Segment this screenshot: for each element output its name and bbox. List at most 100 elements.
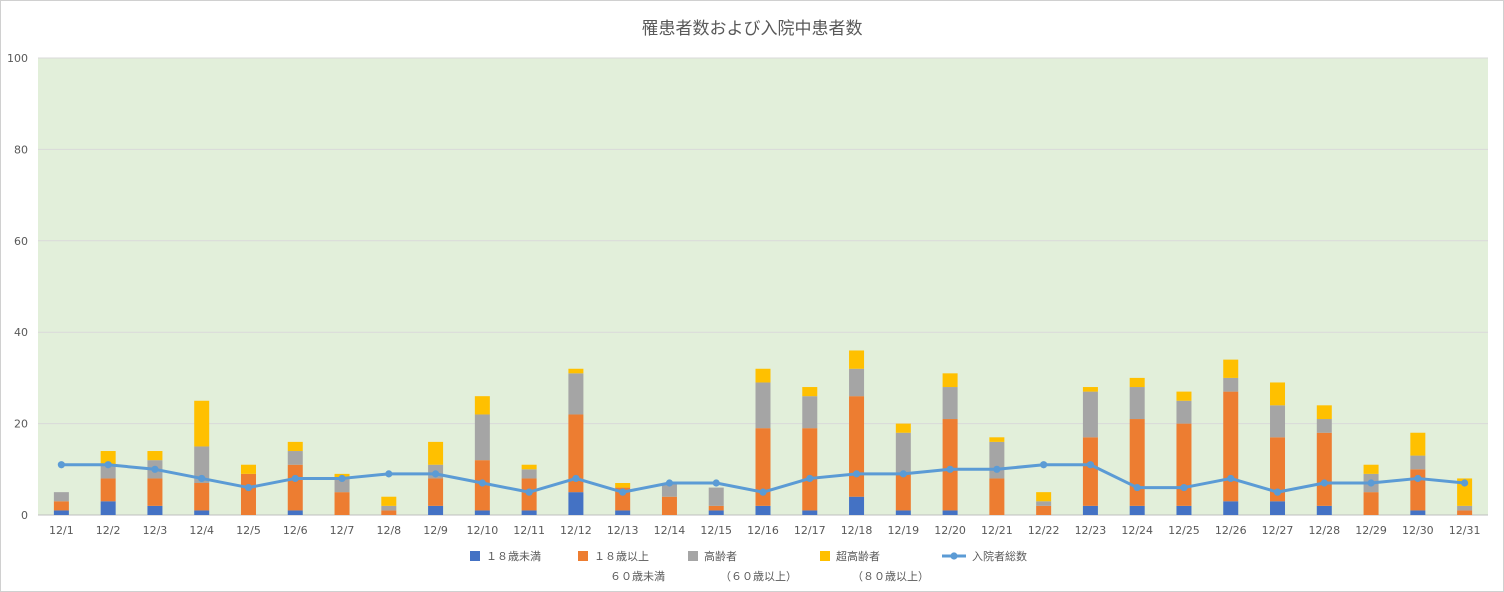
bar-18to60	[1129, 419, 1145, 506]
x-tick-label: 12/10	[467, 524, 499, 537]
x-tick-label: 12/30	[1402, 524, 1434, 537]
legend-sublabel: ６０歳未満	[610, 570, 665, 583]
bar-elderly	[755, 382, 771, 429]
x-tick-label: 12/24	[1121, 524, 1153, 537]
bar-under18	[895, 510, 911, 515]
x-tick-label: 12/3	[143, 524, 168, 537]
line-point	[806, 474, 814, 483]
legend-sublabel: （８０歳以上）	[852, 570, 929, 583]
bar-elderly	[1223, 377, 1239, 392]
bar-elderly	[1316, 419, 1332, 433]
bar-18to60	[1363, 492, 1379, 515]
y-tick-label: 60	[14, 235, 28, 248]
bar-under18	[1082, 505, 1098, 515]
bar-under18	[1270, 501, 1286, 515]
bar-super-elderly	[194, 400, 210, 447]
legend-label: 入院者総数	[972, 549, 1027, 563]
bar-super-elderly	[942, 373, 958, 388]
line-point	[478, 479, 486, 487]
y-tick-label: 100	[7, 52, 28, 65]
bar-18to60	[661, 496, 677, 515]
bar-elderly	[942, 387, 958, 420]
y-tick-label: 20	[14, 418, 28, 431]
bar-elderly	[521, 469, 537, 479]
bar-18to60	[1223, 391, 1239, 502]
bar-under18	[194, 510, 210, 515]
x-tick-label: 12/31	[1449, 524, 1481, 537]
bar-18to60	[194, 483, 210, 511]
x-tick-label: 12/19	[887, 524, 919, 537]
line-point	[712, 479, 720, 487]
bar-elderly	[849, 368, 865, 397]
line-point	[899, 470, 907, 478]
bar-super-elderly	[568, 368, 584, 374]
bar-18to60	[1176, 423, 1192, 506]
bar-under18	[474, 510, 490, 515]
bar-18to60	[1270, 437, 1286, 502]
legend-swatch	[688, 551, 698, 561]
legend-sublabel: （６０歳以上）	[720, 570, 797, 583]
bar-super-elderly	[1457, 478, 1473, 506]
bar-under18	[147, 505, 163, 515]
line-point	[104, 461, 112, 469]
bar-super-elderly	[1363, 464, 1379, 474]
bar-super-elderly	[755, 368, 771, 383]
x-tick-label: 12/29	[1355, 524, 1387, 537]
bar-super-elderly	[100, 451, 116, 465]
line-point	[291, 474, 299, 483]
line-point	[1040, 461, 1048, 469]
x-tick-label: 12/2	[96, 524, 121, 537]
legend-swatch	[820, 551, 830, 561]
bar-super-elderly	[615, 483, 631, 488]
bar-under18	[615, 510, 631, 515]
bar-18to60	[942, 419, 958, 511]
bar-super-elderly	[1316, 405, 1332, 420]
x-tick-label: 12/20	[934, 524, 966, 537]
bar-super-elderly	[240, 464, 256, 474]
x-tick-label: 12/11	[513, 524, 545, 537]
bar-elderly	[1270, 405, 1286, 438]
bar-under18	[53, 510, 69, 515]
line-point	[244, 483, 253, 492]
bar-elderly	[1082, 391, 1098, 438]
legend-label: 高齢者	[704, 549, 737, 563]
bar-under18	[1223, 501, 1239, 515]
line-point	[385, 470, 393, 478]
bar-18to60	[1457, 510, 1473, 515]
bar-elderly	[334, 478, 350, 493]
bar-under18	[287, 510, 303, 515]
legend-swatch	[470, 551, 480, 561]
x-tick-label: 12/28	[1308, 524, 1340, 537]
bar-elderly	[194, 446, 210, 484]
x-tick-label: 12/18	[841, 524, 873, 537]
x-tick-label: 12/9	[423, 524, 448, 537]
bar-under18	[1410, 510, 1426, 515]
x-tick-label: 12/12	[560, 524, 592, 537]
line-point	[1273, 488, 1282, 496]
bar-18to60	[802, 428, 818, 511]
bar-elderly	[287, 451, 303, 465]
bar-18to60	[1082, 437, 1098, 506]
bar-elderly	[568, 373, 584, 415]
x-tick-label: 12/26	[1215, 524, 1247, 537]
x-tick-label: 12/21	[981, 524, 1013, 537]
legend-label: 超高齢者	[836, 549, 880, 563]
x-tick-label: 12/17	[794, 524, 826, 537]
bar-under18	[1176, 505, 1192, 515]
bar-elderly	[1036, 501, 1052, 506]
line-point	[572, 474, 580, 483]
bar-elderly	[381, 505, 397, 511]
legend-line-marker	[950, 552, 958, 560]
line-point	[57, 461, 65, 469]
x-tick-label: 12/13	[607, 524, 639, 537]
x-tick-label: 12/25	[1168, 524, 1200, 537]
bar-super-elderly	[1223, 359, 1239, 378]
bar-super-elderly	[849, 350, 865, 369]
bar-super-elderly	[989, 437, 1005, 442]
legend-swatch	[578, 551, 588, 561]
bar-elderly	[53, 492, 69, 502]
bar-18to60	[895, 473, 911, 511]
y-tick-label: 40	[14, 326, 28, 339]
bar-under18	[100, 501, 116, 515]
